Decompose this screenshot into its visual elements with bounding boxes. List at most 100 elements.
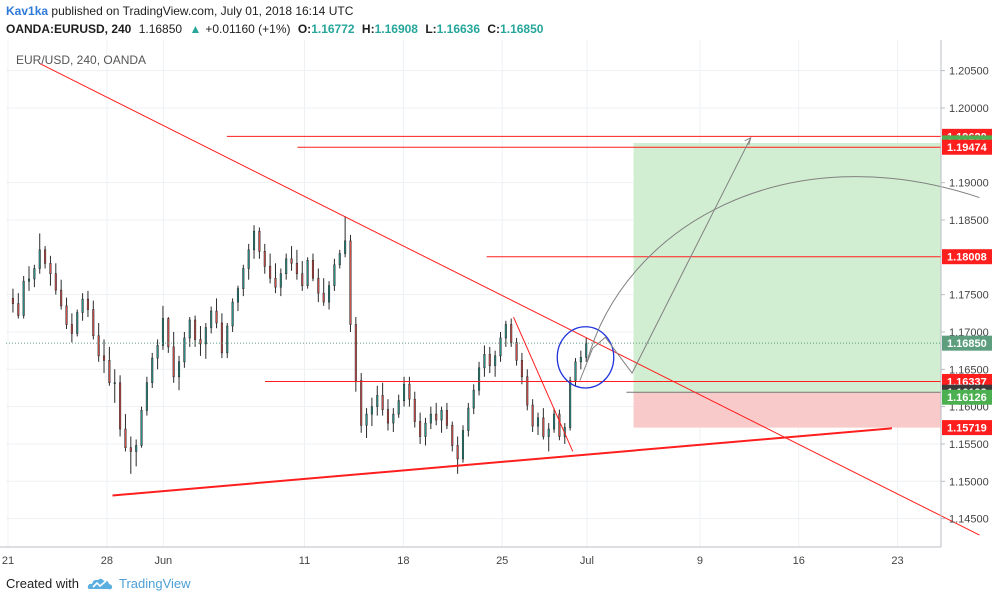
candle-body [263,251,266,267]
candle [226,323,229,359]
candle [172,331,175,383]
candle [429,406,432,430]
candle [119,375,122,437]
low-label: L: [425,22,437,36]
candle [542,408,545,440]
candle-body [488,354,491,366]
candle-body [102,355,106,361]
candle-body [38,249,41,269]
candle [38,233,41,274]
candle-body [129,447,132,452]
candle-body [574,361,577,381]
candle [392,408,395,433]
high-label: H: [361,22,375,36]
candle [113,369,116,403]
candle [274,263,277,294]
high-value: 1.16908 [374,22,418,36]
candle [54,263,57,295]
candle-body [338,253,341,266]
candle [311,253,315,282]
candle-body [526,376,529,406]
projection-arc [586,176,980,362]
candle-body [145,382,148,411]
candle [536,412,540,436]
candlestick-series [11,216,588,474]
candle [306,257,309,289]
candle-body [49,262,52,275]
candle-body [440,410,443,421]
candle-body [151,357,154,384]
candle [413,391,416,428]
candle-body [242,268,245,289]
candle [488,346,491,374]
candle [547,423,550,452]
candle [510,318,513,347]
candle [70,313,73,343]
highlight-ellipse [556,326,615,389]
tradingview-link[interactable]: TradingView [118,576,191,591]
candle [344,216,347,258]
candle-body [161,318,164,346]
price-label: 1.19474 [942,139,992,155]
candle-body [397,400,400,415]
candle [65,297,68,329]
candle [151,352,154,388]
candle-body [274,277,277,288]
published-text: published on TradingView.com, July 01, 2… [51,4,354,18]
candle-body [472,389,475,409]
candle-body [354,324,357,381]
candle-body [279,273,282,288]
candle [140,406,143,448]
candle [97,323,100,362]
candle [86,290,89,318]
candle [295,249,298,280]
rising-support [112,427,892,497]
candle [553,408,556,433]
candle [360,373,363,433]
publish-info: Kav1ka published on TradingView.com, Jul… [6,4,353,18]
candle [236,285,239,312]
x-tick-label: 16 [793,555,805,567]
candle-body [119,382,122,430]
price-label-text: 1.19474 [947,142,988,154]
chart-title: EUR/USD, 240, OANDA [16,53,146,67]
candle [317,268,320,303]
candle-body [403,383,406,401]
candle-body [183,337,186,363]
candle [44,246,47,269]
candle-body [108,360,111,384]
candle-body [504,324,507,339]
x-tick-label: 28 [101,555,113,567]
candle-body [558,413,561,437]
steep-falling-line [513,316,574,452]
price-chart[interactable]: 1.205001.200001.190001.185001.175001.170… [0,40,999,568]
candle [199,325,202,356]
candle-body [317,277,320,294]
candle-body [295,262,298,275]
candle-body [167,318,170,348]
grid-lines [6,40,941,547]
candle [231,298,234,332]
candle-body [370,406,373,415]
x-tick-label: 9 [697,555,703,567]
candle [472,384,475,415]
y-tick-label: 1.20000 [949,103,989,115]
candle-body [33,268,36,280]
candle-body [344,240,347,254]
candle [178,355,181,391]
candle [129,436,132,474]
candle-body [386,409,390,424]
candle [242,264,245,297]
candle [381,382,384,416]
candle [60,279,63,310]
low-value: 1.16636 [436,22,481,36]
candle [167,317,170,353]
candle [258,227,261,259]
candle-body [311,259,315,279]
candle-body [220,322,223,354]
candle [183,331,186,368]
candle-body [328,285,331,303]
price-label-bg [942,139,992,155]
candle-body [290,258,293,264]
author-link[interactable]: Kav1ka [6,4,49,18]
